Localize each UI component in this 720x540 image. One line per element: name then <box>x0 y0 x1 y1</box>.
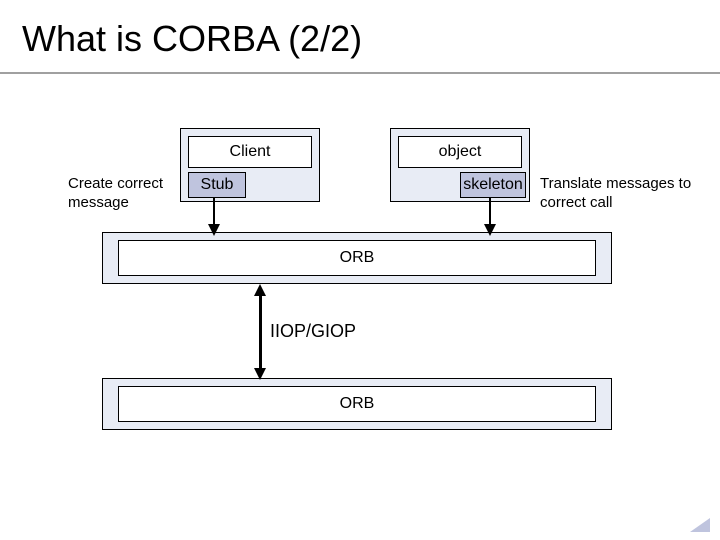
slide-title: What is CORBA (2/2) <box>22 18 362 60</box>
create-message-line1: Create correct <box>68 175 163 192</box>
orb-bottom-box: ORB <box>118 386 596 422</box>
translate-line2: correct call <box>540 194 613 211</box>
slide-corner-icon <box>690 518 710 532</box>
translate-line1: Translate messages to <box>540 175 691 192</box>
create-message-annotation: Create correct message <box>68 175 163 213</box>
stub-box: Stub <box>188 172 246 198</box>
iiop-label: IIOP/GIOP <box>270 320 356 343</box>
orb-top-box: ORB <box>118 240 596 276</box>
object-box: object <box>398 136 522 168</box>
translate-annotation: Translate messages to correct call <box>540 175 691 213</box>
skeleton-box: skeleton <box>460 172 526 198</box>
client-box: Client <box>188 136 312 168</box>
create-message-line2: message <box>68 194 129 211</box>
title-underline <box>0 72 720 74</box>
